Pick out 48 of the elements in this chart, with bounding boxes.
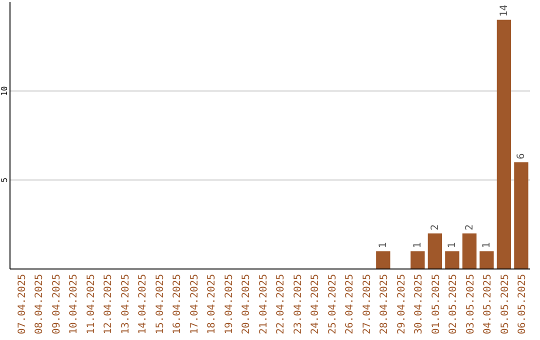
x-tick-label: 03.05.2025 xyxy=(465,274,476,334)
x-tick-label: 23.04.2025 xyxy=(292,274,304,334)
x-tick-label: 01.05.2025 xyxy=(430,274,442,334)
x-tick-label: 18.04.2025 xyxy=(206,274,218,334)
x-tick-label: 10.04.2025 xyxy=(68,274,80,334)
x-tick-label: 22.04.2025 xyxy=(276,274,287,334)
data-label: 1 xyxy=(378,242,390,248)
x-tick-label: 04.05.2025 xyxy=(482,274,494,334)
data-label: 1 xyxy=(447,242,458,248)
data-label: 6 xyxy=(516,153,528,160)
data-label: 1 xyxy=(482,242,493,248)
x-tick-label: 13.04.2025 xyxy=(120,274,132,334)
x-tick-label: 05.05.2025 xyxy=(500,274,511,334)
x-tick-label: 06.05.2025 xyxy=(517,274,528,334)
data-label: 1 xyxy=(412,242,424,248)
bar xyxy=(410,251,425,269)
x-tick-label: 16.04.2025 xyxy=(172,274,184,334)
x-tick-label: 09.04.2025 xyxy=(51,274,62,334)
bar xyxy=(462,233,477,269)
x-tick-label: 17.04.2025 xyxy=(189,274,200,334)
x-tick-label: 24.04.2025 xyxy=(310,274,322,334)
bar xyxy=(445,251,460,269)
x-tick-label: 08.04.2025 xyxy=(34,274,46,334)
x-tick-label: 29.04.2025 xyxy=(396,274,408,334)
bar xyxy=(428,233,442,269)
x-tick-label: 30.04.2025 xyxy=(414,274,425,334)
x-tick-label: 26.04.2025 xyxy=(344,274,356,334)
x-tick-label: 12.04.2025 xyxy=(103,274,114,334)
x-tick-label: 21.04.2025 xyxy=(258,274,270,334)
x-tick-label: 15.04.2025 xyxy=(154,274,166,334)
data-label: 14 xyxy=(498,4,510,17)
x-tick-label: 28.04.2025 xyxy=(379,274,390,334)
x-tick-label: 07.04.2025 xyxy=(16,274,28,334)
data-label: 2 xyxy=(430,224,441,230)
x-tick-label: 19.04.2025 xyxy=(224,274,235,334)
bar xyxy=(376,251,390,269)
data-label: 2 xyxy=(464,224,476,230)
x-tick-label: 02.05.2025 xyxy=(448,274,460,334)
x-tick-label: 11.04.2025 xyxy=(86,274,97,334)
y-tick-label: 10 xyxy=(0,86,9,96)
bar xyxy=(480,251,494,269)
y-tick-label: 5 xyxy=(0,177,9,182)
x-tick-label: 25.04.2025 xyxy=(327,274,338,334)
x-tick-label: 14.04.2025 xyxy=(138,274,149,334)
bar xyxy=(496,20,512,269)
x-tick-label: 20.04.2025 xyxy=(241,274,252,334)
x-tick-label: 27.04.2025 xyxy=(362,274,373,334)
bar xyxy=(514,162,528,269)
